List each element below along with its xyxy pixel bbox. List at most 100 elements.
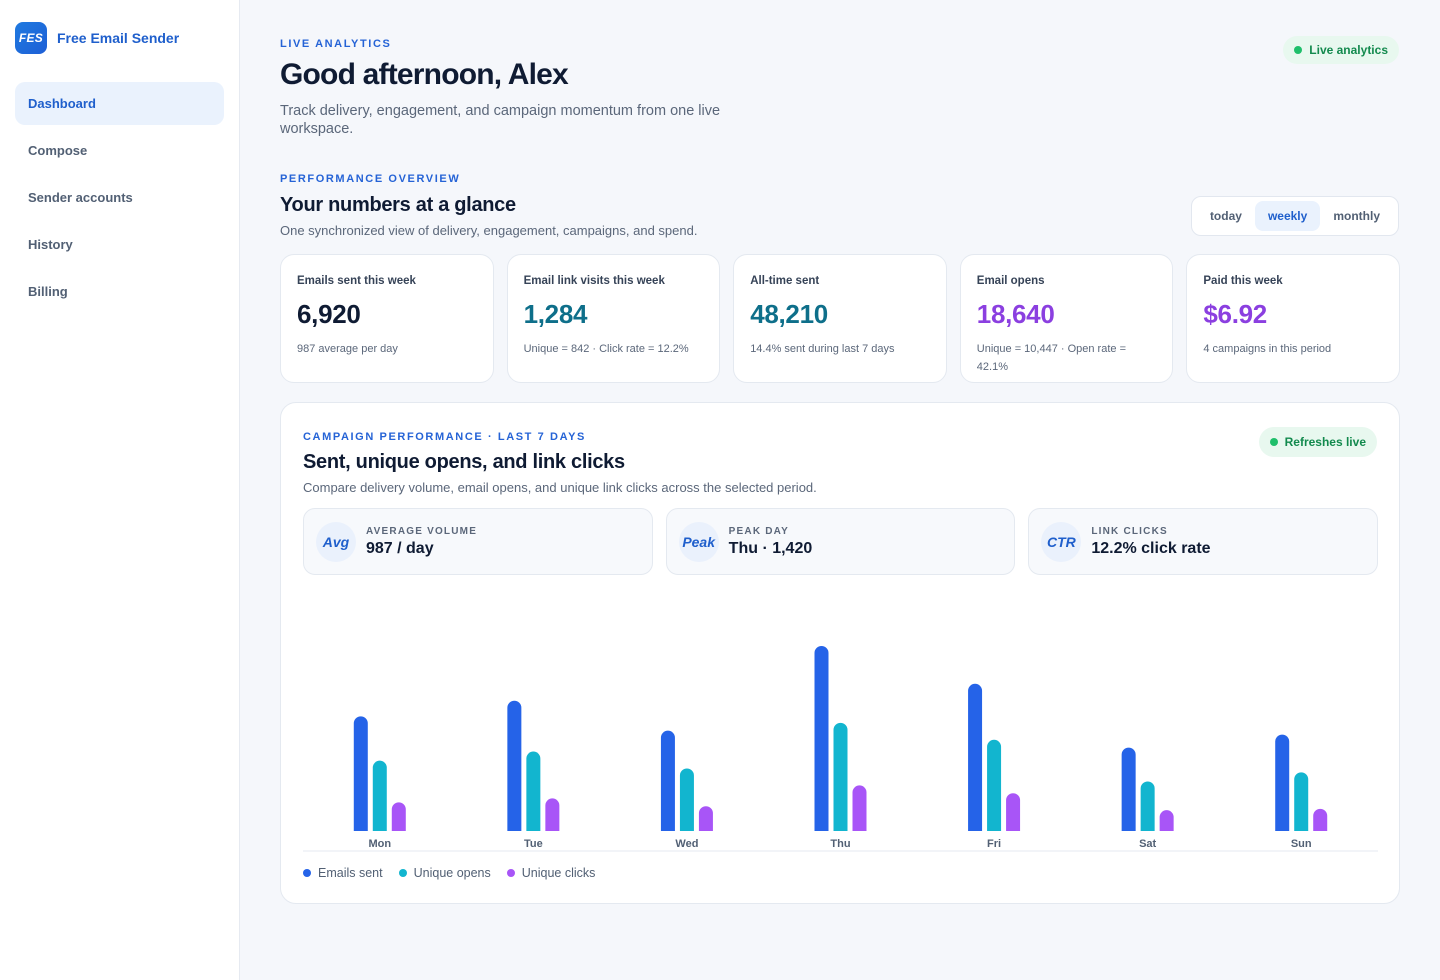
page-title: Good afternoon, Alex (280, 58, 569, 91)
bar-unique-opens-thu[interactable] (833, 722, 848, 831)
legend-dot-icon (398, 869, 407, 877)
refreshes-live-label: Refreshes live (1284, 435, 1366, 449)
x-tick-label: Sun (1291, 838, 1312, 850)
x-tick-label: Sat (1139, 838, 1156, 850)
x-tick-label: Thu (830, 838, 850, 850)
stat-card-emails-sent: Emails sent this week 6,920 987 average … (280, 254, 494, 383)
x-tick-label: Mon (368, 838, 391, 850)
campaign-bar-chart: Mon Tue Wed Thu Fri Sat Sun (303, 646, 1378, 852)
stat-value: 48,210 (750, 299, 828, 329)
kpi-label: LINK CLICKS (1091, 525, 1168, 537)
stat-card-paid: Paid this week $6.92 4 campaigns in this… (1186, 254, 1400, 383)
bar-unique-clicks-thu[interactable] (852, 785, 867, 831)
x-tick-label: Tue (524, 838, 543, 850)
brand[interactable]: FES Free Email Sender (15, 22, 179, 54)
live-analytics-badge: Live analytics (1283, 36, 1399, 64)
bar-unique-opens-mon[interactable] (372, 760, 387, 831)
overview-title: Your numbers at a glance (280, 194, 516, 216)
campaign-title: Sent, unique opens, and link clicks (303, 451, 625, 473)
bar-unique-opens-sat[interactable] (1140, 781, 1155, 831)
bar-emails-sent-sat[interactable] (1121, 747, 1136, 831)
overview-subtitle: One synchronized view of delivery, engag… (280, 223, 698, 238)
sidebar-item-history[interactable]: History (28, 237, 73, 252)
campaign-kpis: Avg AVERAGE VOLUME 987 / day Peak PEAK D… (303, 508, 1379, 575)
stat-label: Paid this week (1203, 275, 1283, 287)
bar-unique-opens-fri[interactable] (987, 739, 1002, 831)
refreshes-live-badge: Refreshes live (1258, 427, 1377, 457)
kpi-value: 987 / day (366, 539, 434, 557)
stat-card-all-time-sent: All-time sent 48,210 14.4% sent during l… (733, 254, 947, 383)
bar-emails-sent-thu[interactable] (814, 646, 829, 831)
header-eyebrow: LIVE ANALYTICS (280, 38, 392, 50)
overview-eyebrow: PERFORMANCE OVERVIEW (280, 173, 461, 185)
live-dot-icon (1294, 46, 1303, 54)
campaign-performance-panel: CAMPAIGN PERFORMANCE · LAST 7 DAYS Sent,… (280, 402, 1400, 904)
stat-label: All-time sent (750, 275, 820, 287)
bar-unique-opens-sun[interactable] (1294, 772, 1309, 831)
kpi-label: PEAK DAY (728, 525, 790, 537)
period-monthly-button[interactable]: monthly (1333, 209, 1380, 223)
stat-value: $6.92 (1203, 299, 1267, 329)
sidebar-nav: Dashboard Compose Sender accounts Histor… (15, 82, 224, 317)
performance-overview: PERFORMANCE OVERVIEW Your numbers at a g… (280, 173, 980, 238)
kpi-link-clicks: CTR LINK CLICKS 12.2% click rate (1028, 508, 1379, 575)
sidebar-item-dashboard[interactable]: Dashboard (15, 82, 224, 125)
live-dot-icon (1269, 438, 1278, 446)
page-subtitle: Track delivery, engagement, and campaign… (280, 103, 721, 137)
legend-label: Unique opens (413, 866, 491, 880)
sidebar-item-compose[interactable]: Compose (28, 143, 88, 158)
bar-unique-clicks-sun[interactable] (1313, 808, 1328, 831)
campaign-eyebrow: CAMPAIGN PERFORMANCE · LAST 7 DAYS (303, 431, 586, 443)
brand-name: Free Email Sender (57, 30, 180, 46)
bar-emails-sent-tue[interactable] (507, 700, 522, 831)
kpi-label: AVERAGE VOLUME (366, 525, 478, 537)
sidebar-item-sender-accounts[interactable]: Sender accounts (28, 190, 133, 205)
stat-card-link-visits: Email link visits this week 1,284 Unique… (506, 254, 721, 383)
kpi-average-volume: Avg AVERAGE VOLUME 987 / day (303, 508, 653, 575)
bar-emails-sent-mon[interactable] (353, 716, 368, 831)
stat-label: Emails sent this week (297, 275, 416, 287)
stat-sub: Unique = 842 · Click rate = 12.2% (523, 343, 689, 355)
live-analytics-label: Live analytics (1309, 43, 1388, 57)
bar-unique-clicks-sat[interactable] (1159, 810, 1174, 831)
x-tick-label: Wed (675, 838, 698, 850)
period-toggle: today weekly monthly (1190, 196, 1399, 236)
stat-value: 1,284 (523, 299, 588, 329)
legend-label: Emails sent (318, 866, 383, 880)
stat-label: Email link visits this week (523, 275, 665, 287)
bar-emails-sent-wed[interactable] (660, 730, 675, 831)
page-header: LIVE ANALYTICS Good afternoon, Alex Trac… (280, 38, 800, 138)
bar-unique-clicks-fri[interactable] (1006, 793, 1021, 831)
legend-item-unique-opens: Unique opens (398, 866, 491, 880)
kpi-peak-day: Peak PEAK DAY Thu · 1,420 (665, 508, 1016, 575)
kpi-value: 12.2% click rate (1091, 539, 1211, 557)
bar-unique-clicks-wed[interactable] (698, 806, 713, 831)
stat-sub: 14.4% sent during last 7 days (750, 343, 895, 355)
stat-value: 18,640 (976, 299, 1055, 329)
stat-label: Email opens (976, 275, 1045, 287)
kpi-value: Thu · 1,420 (728, 539, 813, 557)
stat-sub: 4 campaigns in this period (1203, 343, 1332, 355)
bar-emails-sent-fri[interactable] (968, 683, 983, 831)
legend-label: Unique clicks (521, 866, 596, 880)
period-today-button[interactable]: today (1209, 209, 1242, 223)
stat-value: 6,920 (297, 299, 361, 329)
legend-item-emails-sent: Emails sent (303, 866, 383, 880)
period-weekly-button[interactable]: weekly (1254, 201, 1321, 231)
bar-unique-opens-tue[interactable] (526, 751, 541, 831)
stat-sub: 987 average per day (297, 343, 398, 355)
chart-legend: Emails sent Unique opens Unique clicks (303, 866, 595, 880)
campaign-subtitle: Compare delivery volume, email opens, an… (303, 480, 817, 495)
bar-unique-clicks-mon[interactable] (391, 802, 406, 831)
x-tick-label: Fri (987, 838, 1001, 850)
brand-logo: FES (15, 22, 47, 54)
bar-unique-opens-wed[interactable] (679, 768, 694, 831)
bar-emails-sent-sun[interactable] (1275, 734, 1290, 831)
sidebar-item-billing[interactable]: Billing (28, 284, 68, 299)
avg-badge-icon: Avg (316, 521, 356, 562)
bar-unique-clicks-tue[interactable] (545, 798, 560, 831)
legend-dot-icon (303, 869, 311, 877)
legend-item-unique-clicks: Unique clicks (506, 866, 596, 880)
stat-sub: Unique = 10,447 · Open rate = 42.1% (976, 343, 1126, 373)
sidebar: FES Free Email Sender Dashboard Compose … (0, 0, 240, 980)
